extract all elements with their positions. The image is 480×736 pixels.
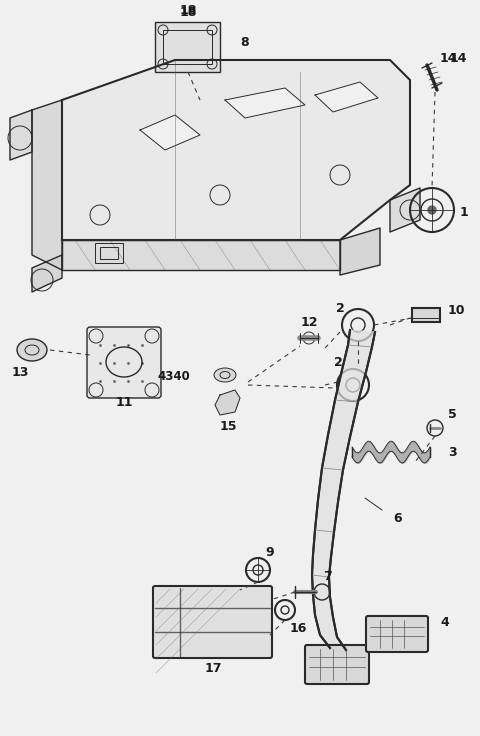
Polygon shape bbox=[340, 228, 380, 275]
Text: 4340: 4340 bbox=[157, 370, 190, 383]
Text: 12: 12 bbox=[300, 316, 318, 328]
Polygon shape bbox=[312, 330, 375, 650]
Bar bbox=[163, 30, 212, 64]
Text: 11: 11 bbox=[115, 395, 133, 408]
Text: 18: 18 bbox=[180, 5, 197, 18]
Text: 16: 16 bbox=[289, 621, 307, 634]
Polygon shape bbox=[315, 82, 378, 112]
Polygon shape bbox=[62, 240, 340, 270]
FancyBboxPatch shape bbox=[153, 586, 272, 658]
Polygon shape bbox=[390, 188, 420, 232]
Text: 18: 18 bbox=[180, 4, 197, 16]
Text: 15: 15 bbox=[219, 420, 237, 433]
Polygon shape bbox=[215, 390, 240, 415]
Text: 8: 8 bbox=[240, 35, 249, 49]
Circle shape bbox=[428, 206, 436, 214]
Bar bbox=[100, 247, 118, 259]
Text: 13: 13 bbox=[12, 367, 29, 380]
FancyBboxPatch shape bbox=[87, 327, 161, 398]
Text: 2: 2 bbox=[334, 356, 342, 369]
Text: 5: 5 bbox=[448, 408, 457, 422]
FancyBboxPatch shape bbox=[305, 645, 369, 684]
Ellipse shape bbox=[214, 368, 236, 382]
Polygon shape bbox=[32, 255, 62, 292]
Bar bbox=[95, 243, 123, 263]
Text: 17: 17 bbox=[204, 662, 222, 674]
Text: 14: 14 bbox=[439, 52, 457, 65]
Polygon shape bbox=[32, 100, 62, 270]
Text: 3: 3 bbox=[448, 445, 456, 459]
Bar bbox=[155, 22, 220, 72]
Text: 9: 9 bbox=[266, 545, 274, 559]
Polygon shape bbox=[10, 110, 32, 160]
Text: 1: 1 bbox=[460, 205, 469, 219]
Polygon shape bbox=[225, 88, 305, 118]
Polygon shape bbox=[62, 60, 410, 240]
FancyBboxPatch shape bbox=[366, 616, 428, 652]
Text: 10: 10 bbox=[448, 303, 466, 316]
Text: 2: 2 bbox=[336, 302, 344, 314]
Text: 6: 6 bbox=[394, 512, 402, 525]
Ellipse shape bbox=[17, 339, 47, 361]
Text: 7: 7 bbox=[324, 570, 332, 582]
Bar bbox=[412, 308, 440, 322]
Text: 14: 14 bbox=[449, 52, 467, 65]
Text: 4: 4 bbox=[440, 615, 449, 629]
Polygon shape bbox=[140, 115, 200, 150]
